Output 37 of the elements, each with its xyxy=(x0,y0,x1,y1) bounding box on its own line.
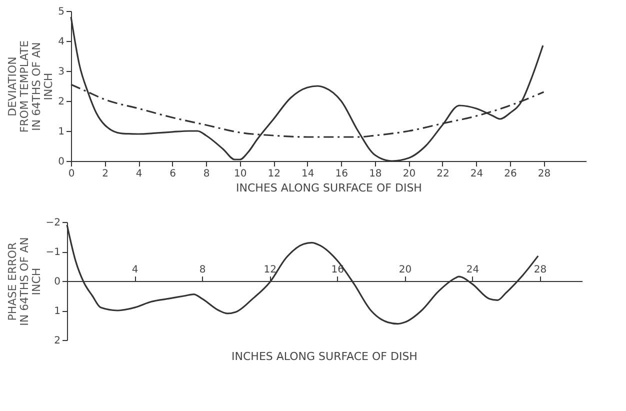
x-axis-title: INCHES ALONG SURFACE OF DISH xyxy=(232,350,418,363)
x-tick-label: 4 xyxy=(132,264,138,276)
x-tick-label: 8 xyxy=(203,168,210,180)
y-tick-label: 4 xyxy=(58,36,64,48)
x-tick-label: 0 xyxy=(68,168,75,180)
y-axis-title: PHASE ERROR IN 64THS OF AN INCH xyxy=(6,237,43,326)
y-tick-label: 0 xyxy=(54,276,60,288)
y-tick-label: −1 xyxy=(46,247,60,258)
x-tick-label: 12 xyxy=(264,264,276,276)
y-tick-label: 1 xyxy=(58,126,64,138)
x-tick-label: 14 xyxy=(302,168,314,180)
y-tick-label: 0 xyxy=(58,156,64,168)
x-tick-label: 12 xyxy=(268,168,280,180)
y-tick-label: −2 xyxy=(46,218,60,228)
x-tick-label: 20 xyxy=(402,168,416,180)
x-tick-label: 16 xyxy=(331,264,344,276)
x-tick-label: 28 xyxy=(534,264,547,276)
y-tick-label: 3 xyxy=(58,66,64,78)
x-tick-label: 6 xyxy=(170,168,176,180)
y-tick-label: 1 xyxy=(54,306,60,317)
x-tick-label: 8 xyxy=(199,264,206,276)
x-axis-title: INCHES ALONG SURFACE OF DISH xyxy=(236,182,422,194)
y-tick-label: 2 xyxy=(54,336,60,346)
x-tick-label: 26 xyxy=(504,168,517,180)
x-tick-label: 10 xyxy=(234,168,247,180)
x-tick-label: 4 xyxy=(136,168,142,180)
x-tick-label: 20 xyxy=(398,264,412,276)
x-tick-label: 18 xyxy=(369,168,382,180)
x-tick-label: 22 xyxy=(436,168,450,180)
x-tick-label: 24 xyxy=(470,168,484,180)
y-tick-label: 2 xyxy=(58,96,64,108)
x-tick-label: 28 xyxy=(538,168,551,180)
x-tick-label: 2 xyxy=(102,168,108,180)
x-tick-label: 16 xyxy=(335,168,348,180)
y-tick-label: 5 xyxy=(58,6,64,18)
x-tick-label: 24 xyxy=(466,264,480,276)
y-axis-title: DEVIATION FROM TEMPLATE IN 64THS OF AN INCH xyxy=(6,40,56,133)
